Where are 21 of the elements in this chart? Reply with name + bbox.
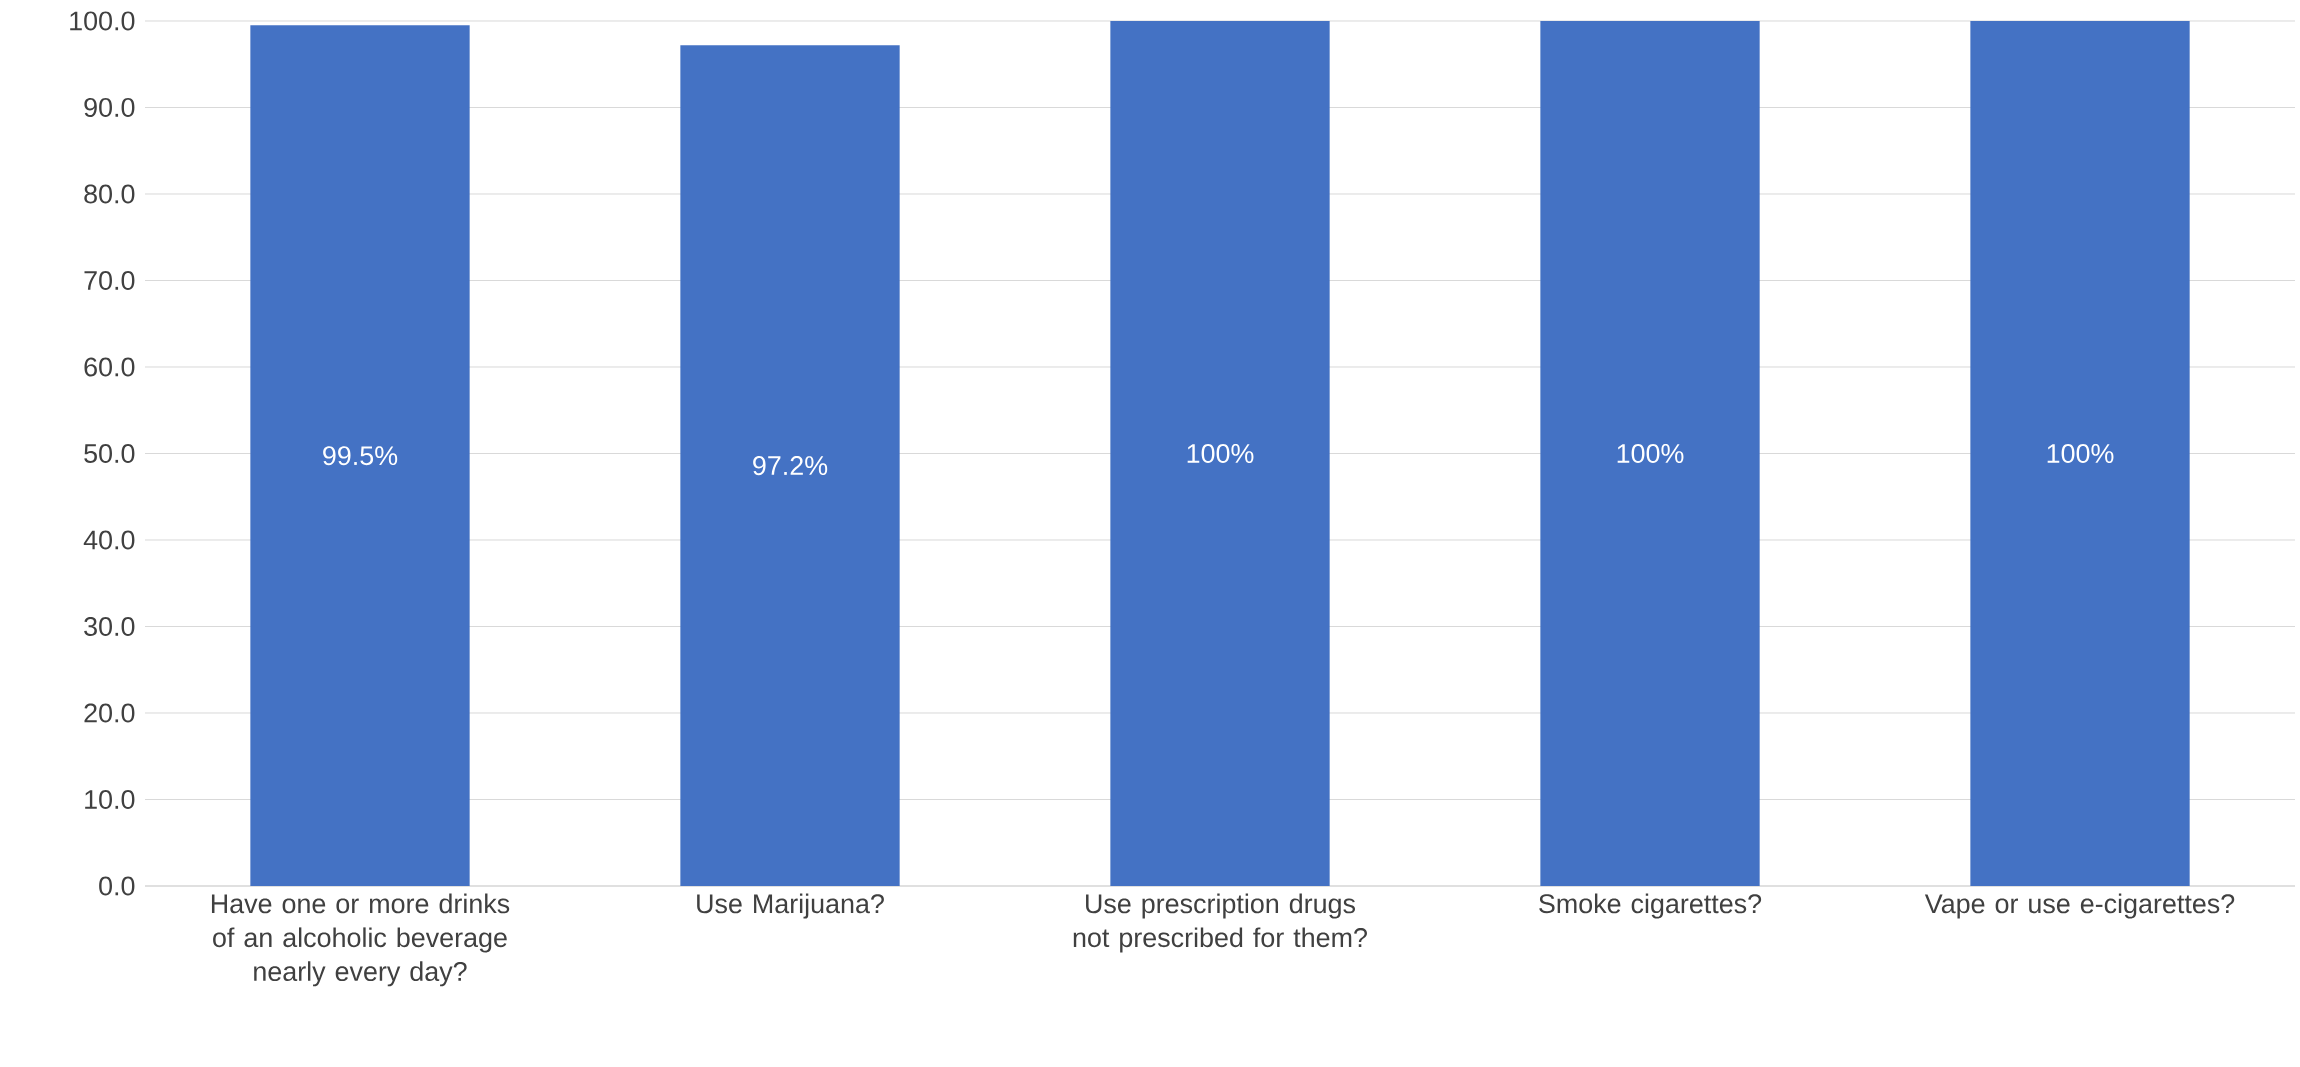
x-tick-label: Vape or use e-cigarettes?: [1924, 893, 2235, 919]
y-tick-label: 100.0: [70, 11, 135, 31]
data-label: 100%: [2047, 443, 2114, 464]
x-tick-label: Use Marijuana?: [697, 893, 884, 919]
data-label: 97.2%: [753, 456, 828, 476]
y-tick-label: 70.0: [84, 270, 135, 291]
y-tick-label: 50.0: [84, 443, 135, 464]
data-label: 100%: [1617, 443, 1684, 464]
y-tick-label: 60.0: [84, 357, 135, 377]
y-tick-label: 30.0: [84, 616, 135, 637]
y-tick-label: 0.0: [99, 876, 135, 896]
y-tick-label: 10.0: [85, 789, 135, 810]
y-tick-label: 40.0: [83, 530, 135, 550]
data-label: 99.5%: [323, 446, 398, 466]
y-tick-label: 80.0: [84, 184, 135, 204]
data-label: 100%: [1187, 443, 1254, 464]
x-tick-label: Use prescription drugs not prescribed for them?: [1073, 893, 1367, 953]
x-tick-label: Have one or more drinks of an alcoholic beverage nearly every day?: [211, 893, 510, 987]
y-tick-label: 20.0: [84, 703, 135, 723]
x-tick-label: Smoke cigarettes?: [1539, 893, 1762, 919]
y-tick-label: 90.0: [84, 97, 135, 118]
